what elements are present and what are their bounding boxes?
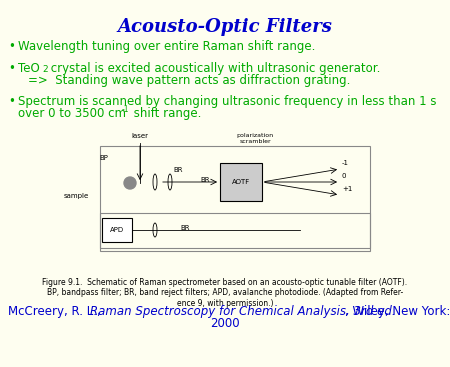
- Text: APD: APD: [110, 227, 124, 233]
- Bar: [100, 213, 370, 251]
- Text: BR: BR: [173, 167, 183, 173]
- Text: -1: -1: [122, 105, 130, 113]
- Text: BR: BR: [180, 225, 190, 231]
- Text: AOTF: AOTF: [232, 179, 250, 185]
- Text: Raman Spectroscopy for Chemical Analysis, 3rd ed.: Raman Spectroscopy for Chemical Analysis…: [90, 305, 396, 318]
- Bar: [102, 218, 132, 242]
- Text: BR: BR: [200, 177, 210, 183]
- Text: BP: BP: [99, 155, 108, 161]
- Circle shape: [124, 177, 136, 189]
- Text: TeO: TeO: [18, 62, 40, 75]
- Text: over 0 to 3500 cm: over 0 to 3500 cm: [18, 107, 126, 120]
- Text: =>  Standing wave pattern acts as diffraction grating.: => Standing wave pattern acts as diffrac…: [28, 74, 351, 87]
- Text: •: •: [8, 62, 15, 75]
- Text: Figure 9.1.  Schematic of Raman spectrometer based on an acousto-optic tunable f: Figure 9.1. Schematic of Raman spectrome…: [42, 278, 408, 308]
- Text: polarization
scrambler: polarization scrambler: [236, 133, 274, 144]
- Text: McCreery, R. L.,: McCreery, R. L.,: [8, 305, 104, 318]
- Text: •: •: [8, 95, 15, 108]
- Text: Acousto-Optic Filters: Acousto-Optic Filters: [117, 18, 333, 36]
- Text: Spectrum is scanned by changing ultrasonic frequency in less than 1 s: Spectrum is scanned by changing ultrason…: [18, 95, 436, 108]
- Bar: [100, 146, 370, 248]
- Text: 2000: 2000: [210, 317, 240, 330]
- Text: crystal is excited acoustically with ultrasonic generator.: crystal is excited acoustically with ult…: [47, 62, 380, 75]
- Text: , Wiley, New York:: , Wiley, New York:: [345, 305, 450, 318]
- Text: -1: -1: [342, 160, 349, 166]
- Text: •: •: [8, 40, 15, 53]
- Text: shift range.: shift range.: [130, 107, 202, 120]
- Text: Wavelength tuning over entire Raman shift range.: Wavelength tuning over entire Raman shif…: [18, 40, 315, 53]
- Bar: [220, 163, 262, 201]
- Text: +1: +1: [342, 186, 352, 192]
- Text: 2: 2: [42, 65, 48, 73]
- Text: 0: 0: [342, 173, 346, 179]
- Text: laser: laser: [131, 133, 149, 139]
- Text: sample: sample: [63, 193, 89, 199]
